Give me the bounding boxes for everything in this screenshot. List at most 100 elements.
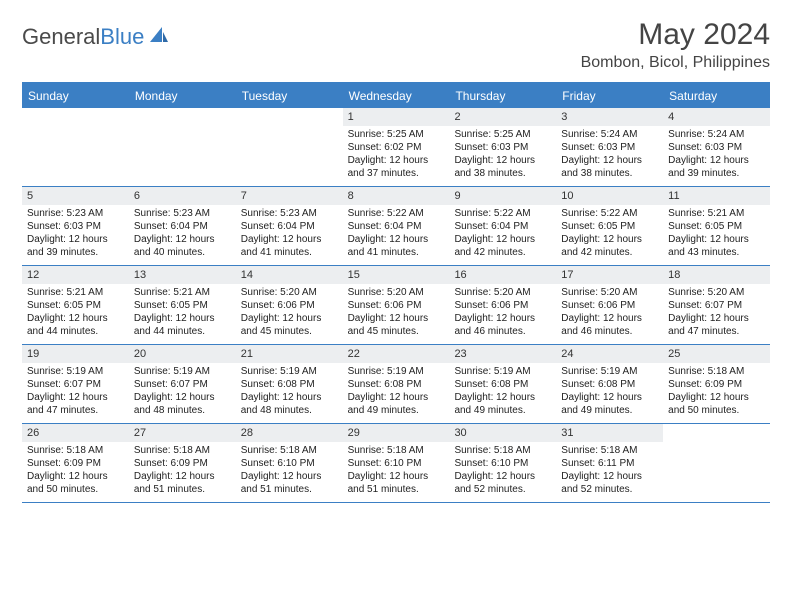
- sunset-text: Sunset: 6:05 PM: [27, 299, 124, 312]
- location: Bombon, Bicol, Philippines: [581, 54, 770, 72]
- day-number: 5: [22, 187, 129, 205]
- sunset-text: Sunset: 6:05 PM: [134, 299, 231, 312]
- sunrise-text: Sunrise: 5:19 AM: [561, 365, 658, 378]
- sunset-text: Sunset: 6:09 PM: [134, 457, 231, 470]
- daylight-text: Daylight: 12 hours and 37 minutes.: [348, 154, 445, 180]
- day-cell: 29Sunrise: 5:18 AMSunset: 6:10 PMDayligh…: [343, 424, 450, 502]
- day-number: 13: [129, 266, 236, 284]
- sunrise-text: Sunrise: 5:25 AM: [348, 128, 445, 141]
- day-content: Sunrise: 5:20 AMSunset: 6:06 PMDaylight:…: [556, 286, 663, 342]
- sunrise-text: Sunrise: 5:22 AM: [561, 207, 658, 220]
- day-number: 14: [236, 266, 343, 284]
- day-cell: 1Sunrise: 5:25 AMSunset: 6:02 PMDaylight…: [343, 108, 450, 186]
- day-content: Sunrise: 5:19 AMSunset: 6:07 PMDaylight:…: [22, 365, 129, 421]
- sunset-text: Sunset: 6:05 PM: [668, 220, 765, 233]
- day-number: 15: [343, 266, 450, 284]
- day-cell: 26Sunrise: 5:18 AMSunset: 6:09 PMDayligh…: [22, 424, 129, 502]
- day-number: 3: [556, 108, 663, 126]
- day-content: Sunrise: 5:18 AMSunset: 6:09 PMDaylight:…: [663, 365, 770, 421]
- sunrise-text: Sunrise: 5:24 AM: [561, 128, 658, 141]
- day-number: 19: [22, 345, 129, 363]
- sunset-text: Sunset: 6:08 PM: [241, 378, 338, 391]
- day-number: 18: [663, 266, 770, 284]
- sunrise-text: Sunrise: 5:21 AM: [134, 286, 231, 299]
- day-number: 10: [556, 187, 663, 205]
- day-content: Sunrise: 5:24 AMSunset: 6:03 PMDaylight:…: [663, 128, 770, 184]
- daylight-text: Daylight: 12 hours and 47 minutes.: [27, 391, 124, 417]
- day-cell: 11Sunrise: 5:21 AMSunset: 6:05 PMDayligh…: [663, 187, 770, 265]
- dow-header: Wednesday: [343, 84, 450, 108]
- sunrise-text: Sunrise: 5:22 AM: [348, 207, 445, 220]
- day-cell: 6 Sunrise: 5:23 AMSunset: 6:04 PMDaylight…: [129, 187, 236, 265]
- sunrise-text: Sunrise: 5:18 AM: [27, 444, 124, 457]
- sunrise-text: Sunrise: 5:21 AM: [668, 207, 765, 220]
- day-number: 31: [556, 424, 663, 442]
- logo: GeneralBlue: [22, 18, 170, 50]
- daylight-text: Daylight: 12 hours and 46 minutes.: [454, 312, 551, 338]
- sunset-text: Sunset: 6:08 PM: [348, 378, 445, 391]
- sunrise-text: Sunrise: 5:22 AM: [454, 207, 551, 220]
- sunset-text: Sunset: 6:06 PM: [561, 299, 658, 312]
- day-number: 24: [556, 345, 663, 363]
- week-row: 12Sunrise: 5:21 AMSunset: 6:05 PMDayligh…: [22, 266, 770, 345]
- daylight-text: Daylight: 12 hours and 49 minutes.: [348, 391, 445, 417]
- day-number: 1: [343, 108, 450, 126]
- sunrise-text: Sunrise: 5:19 AM: [134, 365, 231, 378]
- weeks-container: 1Sunrise: 5:25 AMSunset: 6:02 PMDaylight…: [22, 108, 770, 503]
- day-content: Sunrise: 5:25 AMSunset: 6:03 PMDaylight:…: [449, 128, 556, 184]
- day-cell: 9Sunrise: 5:22 AMSunset: 6:04 PMDaylight…: [449, 187, 556, 265]
- sunset-text: Sunset: 6:03 PM: [668, 141, 765, 154]
- title-block: May 2024 Bombon, Bicol, Philippines: [581, 18, 770, 72]
- sunrise-text: Sunrise: 5:18 AM: [454, 444, 551, 457]
- daylight-text: Daylight: 12 hours and 51 minutes.: [348, 470, 445, 496]
- day-content: Sunrise: 5:20 AMSunset: 6:06 PMDaylight:…: [449, 286, 556, 342]
- sunset-text: Sunset: 6:09 PM: [668, 378, 765, 391]
- daylight-text: Daylight: 12 hours and 42 minutes.: [454, 233, 551, 259]
- logo-text-1: General: [22, 24, 100, 49]
- day-number: 21: [236, 345, 343, 363]
- day-content: Sunrise: 5:23 AMSunset: 6:04 PMDaylight:…: [129, 207, 236, 263]
- sunset-text: Sunset: 6:10 PM: [241, 457, 338, 470]
- sunrise-text: Sunrise: 5:18 AM: [134, 444, 231, 457]
- daylight-text: Daylight: 12 hours and 45 minutes.: [348, 312, 445, 338]
- day-cell: 12Sunrise: 5:21 AMSunset: 6:05 PMDayligh…: [22, 266, 129, 344]
- daylight-text: Daylight: 12 hours and 52 minutes.: [454, 470, 551, 496]
- day-number: 28: [236, 424, 343, 442]
- daylight-text: Daylight: 12 hours and 40 minutes.: [134, 233, 231, 259]
- dow-header: Saturday: [663, 84, 770, 108]
- day-number: 25: [663, 345, 770, 363]
- day-content: Sunrise: 5:22 AMSunset: 6:05 PMDaylight:…: [556, 207, 663, 263]
- sunrise-text: Sunrise: 5:19 AM: [348, 365, 445, 378]
- day-content: Sunrise: 5:23 AMSunset: 6:03 PMDaylight:…: [22, 207, 129, 263]
- sunset-text: Sunset: 6:04 PM: [348, 220, 445, 233]
- dow-header: Sunday: [22, 84, 129, 108]
- sunset-text: Sunset: 6:09 PM: [27, 457, 124, 470]
- day-cell: 21Sunrise: 5:19 AMSunset: 6:08 PMDayligh…: [236, 345, 343, 423]
- day-number: 22: [343, 345, 450, 363]
- daylight-text: Daylight: 12 hours and 51 minutes.: [241, 470, 338, 496]
- day-cell: [129, 108, 236, 186]
- sail-icon: [148, 25, 170, 50]
- day-cell: 19 Sunrise: 5:19 AMSunset: 6:07 PMDayligh…: [22, 345, 129, 423]
- day-cell: 28Sunrise: 5:18 AMSunset: 6:10 PMDayligh…: [236, 424, 343, 502]
- sunset-text: Sunset: 6:07 PM: [134, 378, 231, 391]
- sunset-text: Sunset: 6:07 PM: [668, 299, 765, 312]
- week-row: 26Sunrise: 5:18 AMSunset: 6:09 PMDayligh…: [22, 424, 770, 503]
- day-number: 2: [449, 108, 556, 126]
- day-number: 8: [343, 187, 450, 205]
- day-number: 26: [22, 424, 129, 442]
- sunrise-text: Sunrise: 5:18 AM: [668, 365, 765, 378]
- day-content: Sunrise: 5:18 AMSunset: 6:11 PMDaylight:…: [556, 444, 663, 500]
- day-cell: 2 Sunrise: 5:25 AMSunset: 6:03 PMDaylight…: [449, 108, 556, 186]
- day-number: [129, 108, 236, 112]
- sunrise-text: Sunrise: 5:20 AM: [668, 286, 765, 299]
- day-number: 6: [129, 187, 236, 205]
- daylight-text: Daylight: 12 hours and 47 minutes.: [668, 312, 765, 338]
- day-cell: 16Sunrise: 5:20 AMSunset: 6:06 PMDayligh…: [449, 266, 556, 344]
- day-cell: 13Sunrise: 5:21 AMSunset: 6:05 PMDayligh…: [129, 266, 236, 344]
- day-content: Sunrise: 5:20 AMSunset: 6:07 PMDaylight:…: [663, 286, 770, 342]
- day-cell: 8Sunrise: 5:22 AMSunset: 6:04 PMDaylight…: [343, 187, 450, 265]
- daylight-text: Daylight: 12 hours and 46 minutes.: [561, 312, 658, 338]
- day-number: 11: [663, 187, 770, 205]
- sunset-text: Sunset: 6:04 PM: [241, 220, 338, 233]
